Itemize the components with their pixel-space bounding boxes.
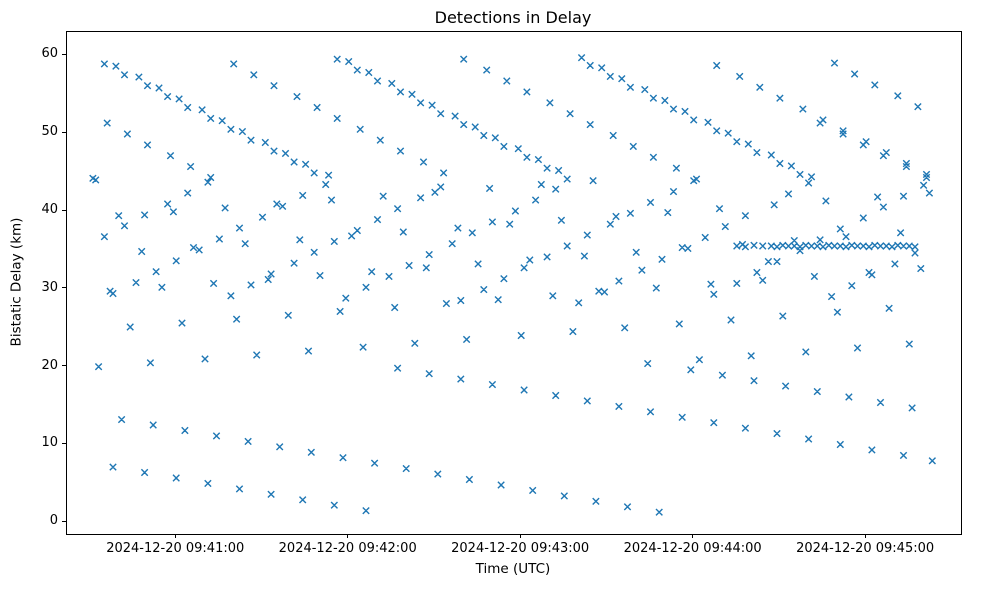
y-tick-label: 0	[49, 513, 58, 529]
y-tick-mark	[62, 287, 66, 289]
y-tick-label: 20	[41, 357, 58, 373]
x-tick-mark	[519, 534, 521, 538]
x-tick-label: 2024-12-20 09:41:00	[106, 541, 245, 556]
y-tick-mark	[62, 209, 66, 211]
x-axis-label: Time (UTC)	[475, 561, 551, 577]
x-tick-mark	[174, 534, 176, 538]
x-tick-label: 2024-12-20 09:44:00	[623, 541, 762, 556]
y-tick-mark	[62, 365, 66, 367]
x-tick-mark	[864, 534, 866, 538]
y-tick-label: 30	[41, 279, 58, 295]
x-tick-mark	[692, 534, 694, 538]
y-tick-mark	[62, 131, 66, 133]
y-tick-label: 60	[41, 46, 58, 62]
y-tick-mark	[62, 53, 66, 55]
y-tick-mark	[62, 442, 66, 444]
y-tick-label: 50	[41, 124, 58, 140]
x-tick-label: 2024-12-20 09:45:00	[796, 541, 935, 556]
y-tick-label: 10	[41, 435, 58, 451]
x-tick-label: 2024-12-20 09:42:00	[278, 541, 417, 556]
plot-area	[66, 31, 962, 535]
x-tick-mark	[347, 534, 349, 538]
y-tick-mark	[62, 520, 66, 522]
chart-title: Detections in Delay	[434, 8, 592, 27]
y-tick-label: 40	[41, 202, 58, 217]
scatter-points	[89, 54, 936, 516]
scatter-plot	[89, 54, 936, 516]
x-tick-label: 2024-12-20 09:43:00	[451, 541, 590, 556]
